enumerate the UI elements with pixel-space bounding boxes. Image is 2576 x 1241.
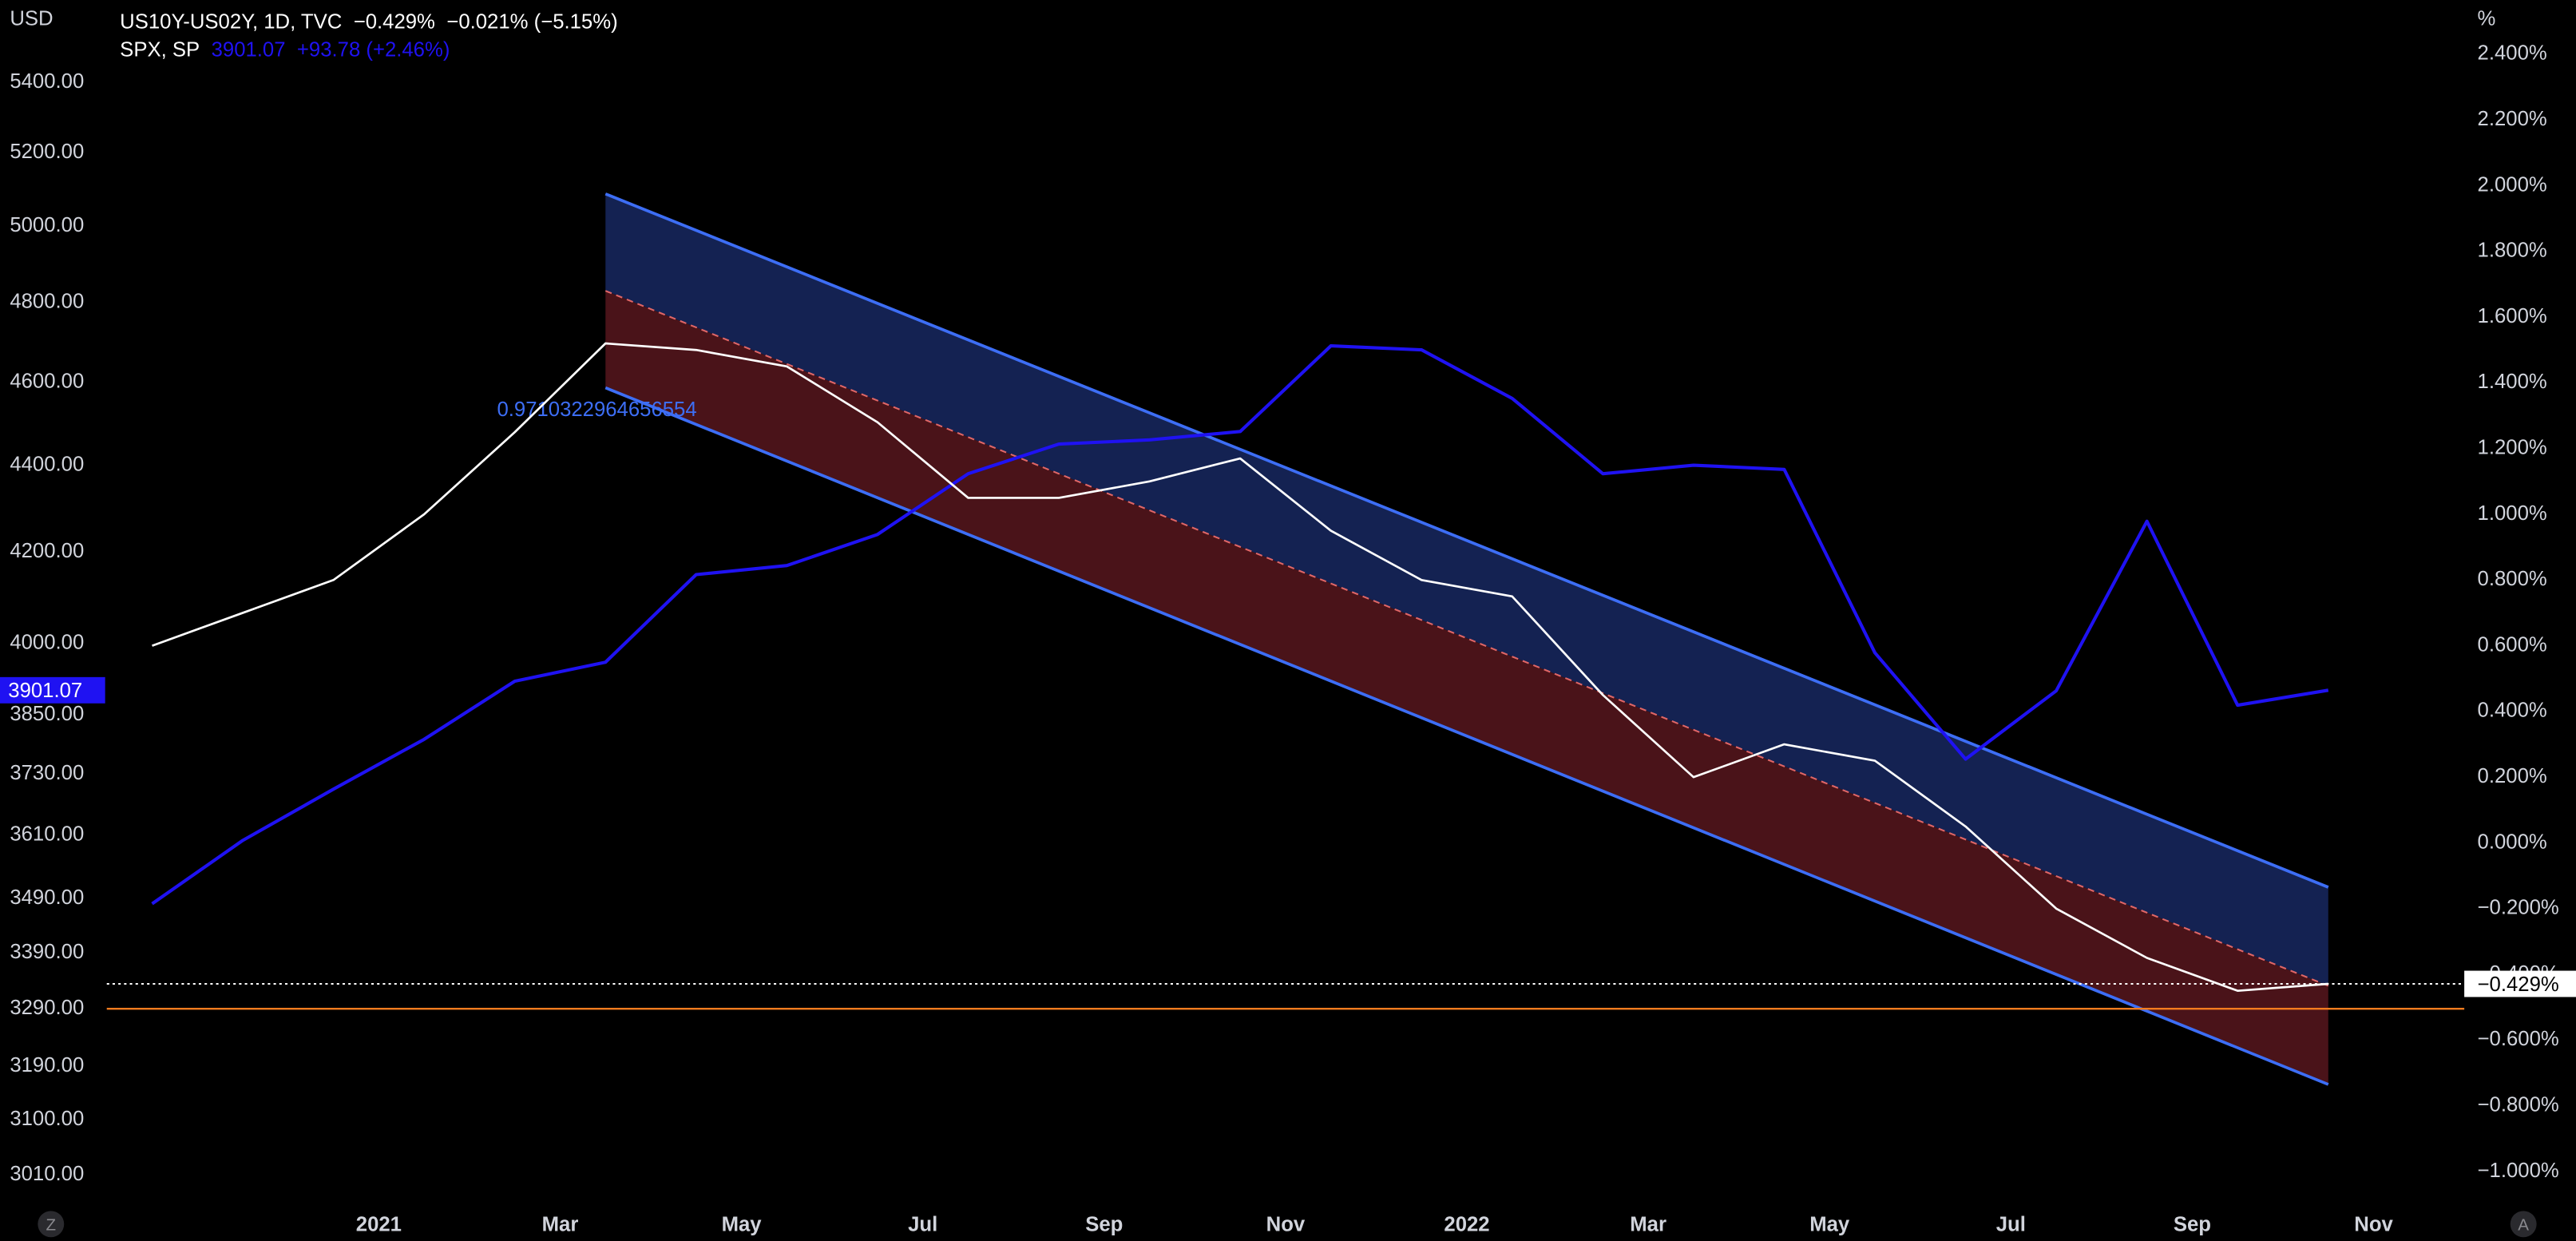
y-tick-label: 3290.00 (10, 997, 84, 1019)
y-tick-label: 4600.00 (10, 370, 84, 392)
y-tick-label: 3010.00 (10, 1163, 84, 1185)
y2-tick-label: 2.200% (2478, 108, 2547, 130)
button-label[interactable]: Z (46, 1215, 56, 1234)
last-value-box (2464, 970, 2576, 997)
y-tick-label: 4800.00 (10, 291, 84, 313)
y-tick-label: 4400.00 (10, 453, 84, 475)
channel-lower-fill (605, 291, 2328, 1084)
x-tick-label: Sep (2174, 1214, 2211, 1236)
y-tick-label: 5000.00 (10, 214, 84, 236)
channel-correlation-label: 0.9710322964656554 (497, 398, 696, 421)
y2-tick-label: 1.000% (2478, 502, 2547, 525)
button-bg[interactable] (2510, 1211, 2537, 1238)
y2-tick-label: 0.800% (2478, 568, 2547, 590)
y-tick-label: 3610.00 (10, 823, 84, 846)
y2-tick-label: 2.400% (2478, 42, 2547, 65)
right-axis-unit: % (2478, 7, 2496, 30)
series-line (152, 342, 2328, 992)
channel-lower-line (604, 386, 2329, 1086)
x-tick-label: Nov (2354, 1214, 2393, 1236)
button-label[interactable]: A (2518, 1215, 2529, 1234)
x-tick-label: May (722, 1214, 763, 1236)
x-tick-label: Jul (908, 1214, 937, 1236)
y-tick-label: 5200.00 (10, 141, 84, 163)
y2-tick-label: 0.000% (2478, 831, 2547, 853)
y2-tick-label: −0.600% (2478, 1028, 2559, 1050)
series-line (151, 344, 2329, 906)
x-tick-label: Mar (542, 1214, 579, 1236)
legend-name: SPX, SP (120, 39, 200, 61)
y2-tick-label: 1.200% (2478, 436, 2547, 458)
x-tick-label: 2022 (1444, 1214, 1489, 1236)
x-tick-label: Jul (1996, 1214, 2026, 1236)
y-tick-label: 5400.00 (10, 70, 84, 93)
button-bg[interactable] (38, 1211, 65, 1238)
y-tick-label: 3390.00 (10, 941, 84, 963)
y2-tick-label: 1.400% (2478, 371, 2547, 393)
legend-name: US10Y-US02Y, 1D, TVC (120, 11, 342, 34)
last-value-label: −0.429% (2478, 973, 2559, 996)
y2-tick-label: 1.600% (2478, 305, 2547, 327)
y-tick-label: 3850.00 (10, 703, 84, 725)
y-tick-label: 3190.00 (10, 1054, 84, 1076)
legend-change: +93.78 (+2.46%) (297, 39, 450, 61)
legend-value: −0.429% (354, 11, 435, 34)
y2-tick-label: −0.200% (2478, 897, 2559, 919)
channel-upper-fill (605, 193, 2328, 986)
y-tick-label: 3490.00 (10, 886, 84, 909)
y2-tick-label: 0.400% (2478, 700, 2547, 722)
y-tick-label: 4000.00 (10, 631, 84, 653)
legend-value: 3901.07 (212, 39, 286, 61)
x-tick-label: Nov (1266, 1214, 1306, 1236)
axes: 5400.00 5200.00 5000.00 4800.00 4600.00 4400.… (0, 42, 2576, 1236)
left-axis-unit: USD (10, 7, 53, 30)
legend: US10Y-US02Y, 1D, TVC −0.429% −0.021% (−5.1… (120, 11, 617, 61)
legend-change: −0.021% (−5.15%) (446, 11, 617, 34)
y2-tick-label: −0.800% (2478, 1093, 2559, 1116)
y-tick-label: 3730.00 (10, 762, 84, 784)
right-button[interactable]: A (2510, 1211, 2537, 1238)
last-value-label: 3901.07 (8, 680, 82, 702)
y2-tick-label: 0.200% (2478, 765, 2547, 787)
y-tick-label: 3100.00 (10, 1108, 84, 1130)
plot-area: 0.9710322964656554 (106, 192, 2465, 1086)
y2-tick-label: 2.000% (2478, 173, 2547, 196)
y2-tick-label: 0.600% (2478, 633, 2547, 656)
x-tick-label: 2021 (356, 1214, 402, 1236)
channel-upper-line (604, 192, 2329, 889)
x-tick-label: Mar (1630, 1214, 1666, 1236)
last-value-box (0, 676, 105, 704)
y2-tick-label: 1.800% (2478, 240, 2547, 262)
y-tick-label: 4200.00 (10, 540, 84, 562)
left-button[interactable]: Z (38, 1211, 65, 1238)
x-tick-label: Sep (1085, 1214, 1123, 1236)
y2-tick-label: −1.000% (2478, 1160, 2559, 1182)
x-tick-label: May (1809, 1214, 1850, 1236)
